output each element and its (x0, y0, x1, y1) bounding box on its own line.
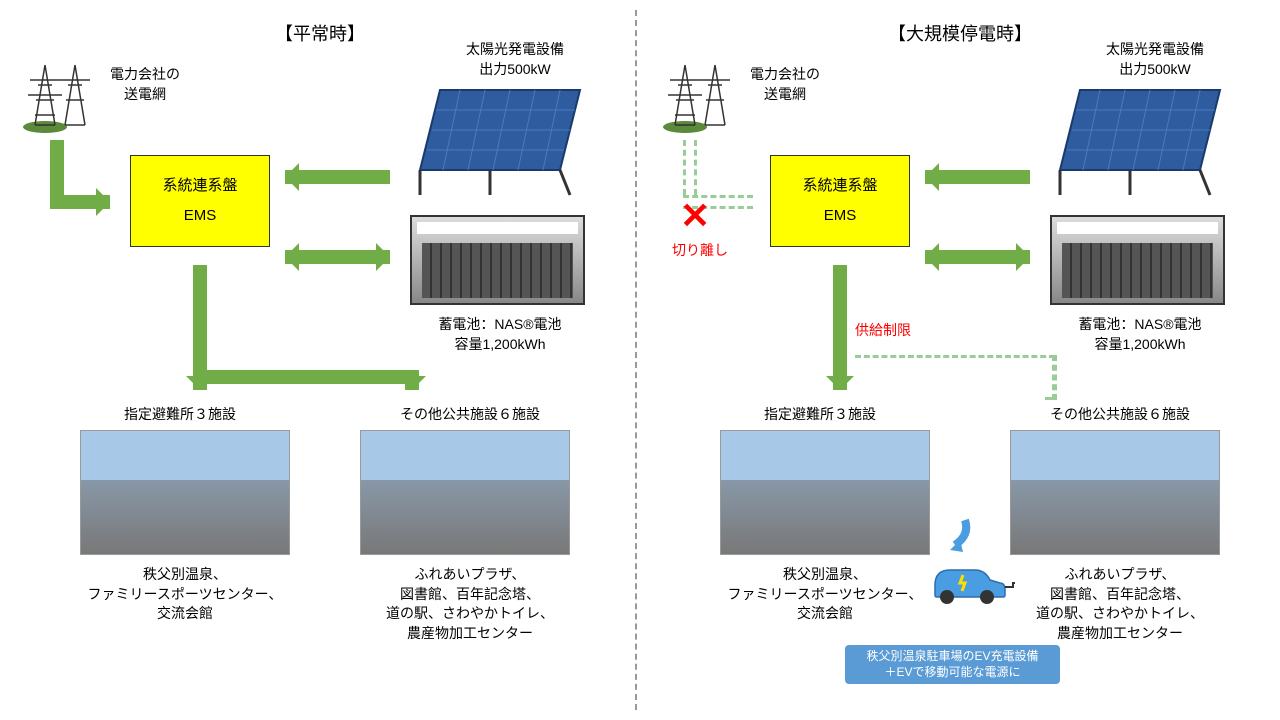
ems-box-r: 系統連系盤 EMS (770, 155, 910, 247)
grid-label-r1: 電力会社の (750, 66, 820, 82)
ev-callout-2: ＋EVで移動可能な電源に (884, 665, 1020, 679)
grid-tower-icon-r (660, 55, 740, 140)
public-d1: ふれあいプラザ、 (415, 566, 526, 582)
public-rd1: ふれあいプラザ、 (1065, 566, 1176, 582)
disconnect-x-icon: ✕ (680, 195, 710, 237)
arrow-ems-battery (285, 250, 390, 264)
panel-normal: 【平常時】 電力会社の 送電網 太陽光発電設備 出力500kW (10, 0, 630, 720)
shelter-desc: 秩父別温泉、 ファミリースポーツセンター、 交流会館 (50, 565, 320, 624)
ems-box: 系統連系盤 EMS (130, 155, 270, 247)
public-desc: ふれあいプラザ、 図書館、百年記念塔、 道の駅、さわやかトイレ、 農産物加工セン… (340, 565, 600, 643)
solar-label-r: 太陽光発電設備 出力500kW (1070, 40, 1240, 79)
battery-label-r1: 蓄電池：NAS®電池 (1078, 316, 1201, 332)
public-photo-r (1010, 430, 1220, 555)
public-d2: 図書館、百年記念塔、 (400, 586, 540, 602)
arrow-solar-ems (285, 170, 390, 184)
solar-label: 太陽光発電設備 出力500kW (430, 40, 600, 79)
arrow-split-h (193, 370, 418, 384)
ems-line1: 系統連系盤 (141, 171, 259, 201)
solar-panel-icon (410, 80, 590, 205)
shelter-d3: 交流会館 (157, 605, 213, 621)
arrow-ems-down (193, 265, 207, 385)
arrow-solar-ems-r (925, 170, 1030, 184)
public-title-r: その他公共施設６施設 (990, 405, 1250, 425)
shelter-d1: 秩父別温泉、 (143, 566, 227, 582)
disconnect-label: 切り離し (665, 240, 735, 260)
grid-label-1: 電力会社の (110, 66, 180, 82)
grid-label-r: 電力会社の 送電網 (735, 65, 835, 104)
shelter-photo-r (720, 430, 930, 555)
shelter-rd1: 秩父別温泉、 (783, 566, 867, 582)
ev-callout-1: 秩父別温泉駐車場のEV充電設備 (866, 649, 1038, 663)
public-rd3: 道の駅、さわやかトイレ、 (1036, 605, 1204, 621)
public-rd4: 農産物加工センター (1057, 625, 1183, 641)
grid-tower-icon (20, 55, 100, 140)
public-photo (360, 430, 570, 555)
arrow-grid-right (50, 195, 110, 209)
dashed-down (683, 140, 697, 195)
panel-outage: 【大規模停電時】 電力会社の 送電網 太陽光発電設備 出力500kW (650, 0, 1270, 720)
shelter-photo (80, 430, 290, 555)
ev-arrow-icon (925, 510, 975, 565)
dashed-supply-1 (855, 355, 1055, 400)
solar-label-1: 太陽光発電設備 (466, 41, 564, 57)
ev-callout: 秩父別温泉駐車場のEV充電設備 ＋EVで移動可能な電源に (845, 645, 1060, 684)
ems-r-line2: EMS (781, 201, 899, 231)
public-title: その他公共施設６施設 (340, 405, 600, 425)
solar-panel-icon-r (1050, 80, 1230, 205)
public-rd2: 図書館、百年記念塔、 (1050, 586, 1190, 602)
shelter-desc-r: 秩父別温泉、 ファミリースポーツセンター、 交流会館 (690, 565, 960, 624)
public-d4: 農産物加工センター (407, 625, 533, 641)
arrow-grid-down (50, 140, 64, 195)
solar-label-r1: 太陽光発電設備 (1106, 41, 1204, 57)
arrow-ems-down-r (833, 265, 847, 390)
arrow-to-public (405, 370, 419, 390)
battery-icon-r (1050, 215, 1225, 305)
shelter-title: 指定避難所３施設 (70, 405, 290, 425)
shelter-title-r: 指定避難所３施設 (710, 405, 930, 425)
battery-label: 蓄電池：NAS®電池 容量1,200kWh (410, 315, 590, 354)
public-d3: 道の駅、さわやかトイレ、 (386, 605, 554, 621)
battery-label-r2: 容量1,200kWh (1094, 336, 1185, 352)
shelter-d2: ファミリースポーツセンター、 (88, 586, 283, 602)
battery-icon (410, 215, 585, 305)
dashed-supply-2 (1045, 355, 1057, 400)
shelter-rd2: ファミリースポーツセンター、 (728, 586, 923, 602)
grid-label-r2: 送電網 (764, 86, 806, 102)
arrow-ems-battery-r (925, 250, 1030, 264)
grid-label: 電力会社の 送電網 (95, 65, 195, 104)
solar-label-2: 出力500kW (479, 61, 551, 77)
supply-limit-label: 供給制限 (848, 320, 918, 340)
ems-r-line1: 系統連系盤 (781, 171, 899, 201)
battery-label-r: 蓄電池：NAS®電池 容量1,200kWh (1050, 315, 1230, 354)
panel-divider (635, 10, 637, 710)
public-desc-r: ふれあいプラザ、 図書館、百年記念塔、 道の駅、さわやかトイレ、 農産物加工セン… (990, 565, 1250, 643)
arrow-to-shelter (193, 370, 207, 390)
shelter-rd3: 交流会館 (797, 605, 853, 621)
grid-label-2: 送電網 (124, 86, 166, 102)
battery-label-1: 蓄電池：NAS®電池 (438, 316, 561, 332)
ems-line2: EMS (141, 201, 259, 231)
solar-label-r2: 出力500kW (1119, 61, 1191, 77)
battery-label-2: 容量1,200kWh (454, 336, 545, 352)
